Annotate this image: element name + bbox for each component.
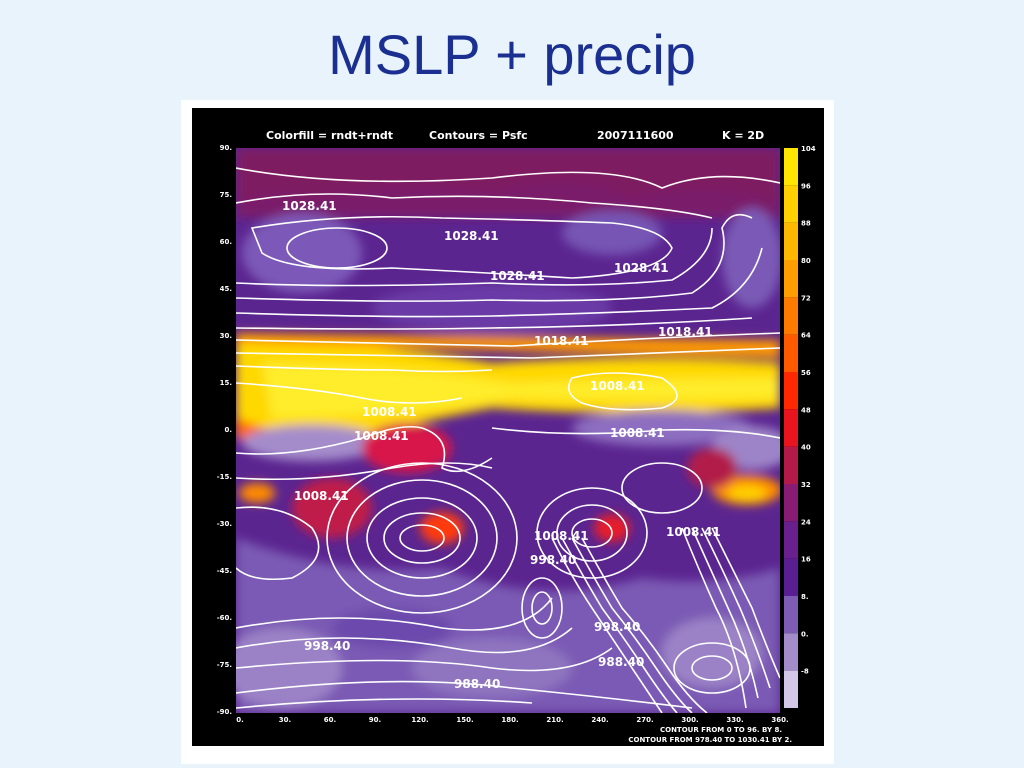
- colorbar-label: 56: [801, 369, 811, 377]
- contour-label: 1008.41: [666, 525, 721, 539]
- x-tick: 360.: [771, 716, 788, 724]
- x-tick: 150.: [456, 716, 473, 724]
- contour-label: 988.40: [598, 655, 644, 669]
- colorbar-label: 104: [801, 145, 816, 153]
- colorbar-label: 32: [801, 481, 811, 489]
- contour-label: 998.40: [304, 639, 350, 653]
- y-tick: 0.: [224, 426, 232, 434]
- contour-label: 1008.41: [362, 405, 417, 419]
- contour-label: 1018.41: [534, 334, 589, 348]
- colorbar-label: 48: [801, 406, 811, 414]
- contour-label: 1018.41: [658, 325, 713, 339]
- x-tick: 240.: [591, 716, 608, 724]
- y-tick: 45.: [220, 285, 232, 293]
- colorbar-label: 40: [801, 444, 811, 452]
- header-contours: Contours = Psfc: [429, 129, 528, 142]
- y-tick: 15.: [220, 379, 232, 387]
- contour-label: 1008.41: [294, 489, 349, 503]
- header-k: K = 2D: [722, 129, 764, 142]
- colorbar-swatch: [784, 446, 798, 484]
- colorbar-swatch: [784, 558, 798, 596]
- colorbar-swatch: [784, 260, 798, 298]
- x-tick: 210.: [546, 716, 563, 724]
- colorbar-label: 0.: [801, 630, 809, 638]
- colorbar-swatch: [784, 409, 798, 447]
- weather-map-figure: Colorfill = rndt+rndt Contours = Psfc 20…: [192, 108, 824, 746]
- contour-label: 1008.41: [354, 429, 409, 443]
- x-tick: 60.: [324, 716, 336, 724]
- colorbar-swatch: [784, 670, 798, 708]
- footer-line2: CONTOUR FROM 978.40 TO 1030.41 BY 2.: [628, 736, 792, 744]
- y-axis-ticks: 90. 75. 60. 45. 30. 15. 0. -15. -30. -45…: [217, 144, 232, 716]
- map-svg: Colorfill = rndt+rndt Contours = Psfc 20…: [217, 129, 816, 744]
- x-tick: 180.: [501, 716, 518, 724]
- y-tick: -15.: [217, 473, 232, 481]
- y-tick: -45.: [217, 567, 232, 575]
- x-axis-ticks: 0. 30. 60. 90. 120. 150. 180. 210. 240. …: [236, 716, 788, 724]
- y-tick: 60.: [220, 238, 232, 246]
- contour-label: 1028.41: [282, 199, 337, 213]
- colorbar-swatch: [784, 372, 798, 410]
- colorbar-swatch: [784, 521, 798, 559]
- header-date: 2007111600: [597, 129, 674, 142]
- slide-title: MSLP + precip: [328, 23, 696, 86]
- x-tick: 300.: [681, 716, 698, 724]
- x-tick: 30.: [279, 716, 291, 724]
- contour-label: 1028.41: [614, 261, 669, 275]
- y-tick: -75.: [217, 661, 232, 669]
- contour-label: 998.40: [530, 553, 576, 567]
- contour-label: 1008.41: [590, 379, 645, 393]
- colorbar-label: 64: [801, 332, 811, 340]
- colorbar-swatch: [784, 596, 798, 634]
- colorbar-swatch: [784, 185, 798, 223]
- colorbar: 104 96 88 80 72 64 56 48 40 32 24 16 8. 0. -8: [784, 145, 816, 708]
- x-tick: 270.: [636, 716, 653, 724]
- contour-label: 1008.41: [610, 426, 665, 440]
- contour-label: 998.40: [594, 620, 640, 634]
- colorbar-swatch: [784, 148, 798, 186]
- colorbar-label: 24: [801, 518, 811, 526]
- contour-label: 1008.41: [534, 529, 589, 543]
- contour-label: 988.40: [454, 677, 500, 691]
- x-tick: 330.: [726, 716, 743, 724]
- y-tick: 75.: [220, 191, 232, 199]
- x-tick: 0.: [236, 716, 244, 724]
- colorbar-label: 8.: [801, 593, 809, 601]
- colorbar-swatch: [784, 222, 798, 260]
- pressure-contours: [236, 167, 780, 713]
- contour-label: 1028.41: [444, 229, 499, 243]
- y-tick: -90.: [217, 708, 232, 716]
- colorbar-label: 96: [801, 182, 811, 190]
- colorbar-label: 80: [801, 257, 811, 265]
- contour-label: 1028.41: [490, 269, 545, 283]
- colorbar-label: -8: [801, 668, 809, 676]
- x-tick: 90.: [369, 716, 381, 724]
- y-tick: -60.: [217, 614, 232, 622]
- y-tick: 30.: [220, 332, 232, 340]
- colorbar-label: 72: [801, 294, 811, 302]
- colorbar-swatch: [784, 633, 798, 671]
- colorbar-swatch: [784, 297, 798, 335]
- footer-line1: CONTOUR FROM 0 TO 96. BY 8.: [660, 726, 782, 734]
- y-tick: 90.: [220, 144, 232, 152]
- x-tick: 120.: [411, 716, 428, 724]
- colorbar-swatch: [784, 334, 798, 372]
- contour-labels: 1028.41 1028.41 1028.41 1028.41 1018.41 …: [282, 199, 721, 691]
- colorbar-label: 16: [801, 556, 811, 564]
- y-tick: -30.: [217, 520, 232, 528]
- colorbar-swatch: [784, 484, 798, 522]
- header-colorfill: Colorfill = rndt+rndt: [266, 129, 393, 142]
- colorbar-label: 88: [801, 220, 811, 228]
